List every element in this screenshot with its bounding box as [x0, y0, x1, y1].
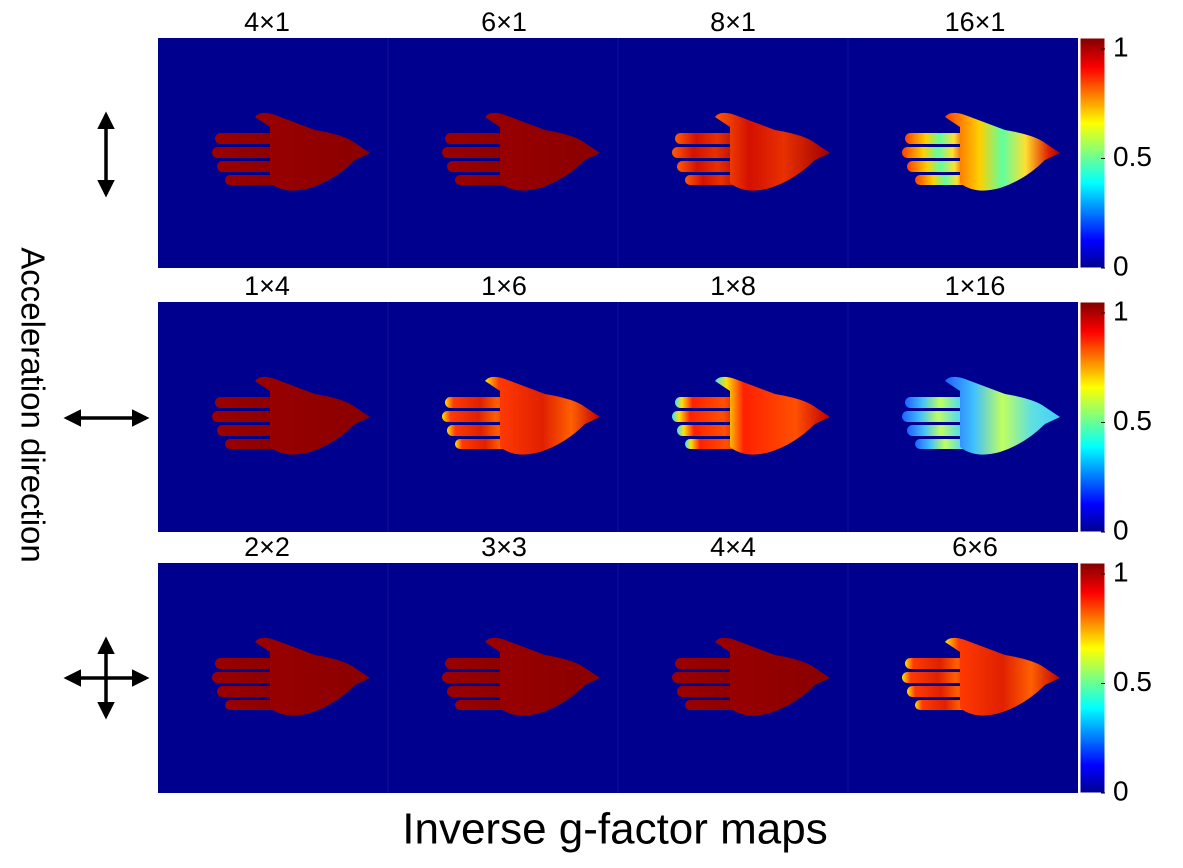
colorbar-tick-label: 0.5 — [1113, 666, 1152, 697]
panel-label: 6×6 — [952, 532, 998, 562]
figure: Acceleration direction Inverse g-factor … — [0, 0, 1183, 863]
panel-label: 1×16 — [945, 271, 1006, 301]
panel-label: 1×8 — [710, 271, 756, 301]
colorbar-tick-label: 0.5 — [1113, 141, 1152, 172]
panel-label: 6×1 — [481, 7, 527, 37]
colorbar — [1080, 563, 1105, 793]
colorbar — [1080, 302, 1105, 532]
panel-label: 3×3 — [481, 532, 527, 562]
colorbar-tick-label: 0 — [1113, 250, 1129, 281]
panel-label: 8×1 — [710, 7, 756, 37]
colorbar-tick-label: 0.5 — [1113, 405, 1152, 436]
arrows — [67, 115, 146, 716]
colorbar-tick-label: 0 — [1113, 775, 1129, 806]
x-label: Inverse g-factor maps — [402, 805, 828, 854]
colorbar-tick-label: 0 — [1113, 514, 1129, 545]
panel-label: 4×1 — [244, 7, 290, 37]
colorbar — [1080, 38, 1105, 268]
colorbar-tick-label: 1 — [1113, 31, 1129, 62]
panel-label: 1×4 — [244, 271, 290, 301]
colorbar-tick-label: 1 — [1113, 295, 1129, 326]
colorbar-tick-label: 1 — [1113, 556, 1129, 587]
panel-label: 4×4 — [710, 532, 756, 562]
panel-label: 16×1 — [945, 7, 1006, 37]
y-label: Acceleration direction — [14, 247, 51, 563]
panel-label: 2×2 — [244, 532, 290, 562]
panel-label: 1×6 — [481, 271, 527, 301]
